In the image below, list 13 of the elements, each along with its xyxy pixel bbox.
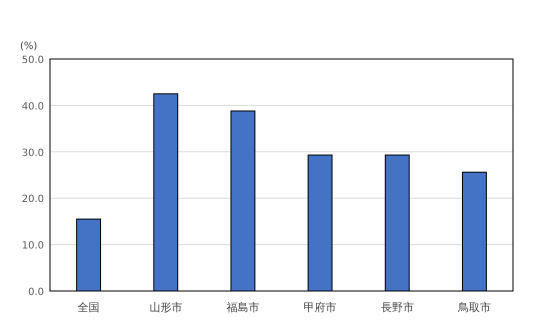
x-tick-label: 山形市 [149, 301, 182, 314]
x-tick-label: 全国 [78, 301, 100, 314]
y-axis-title: (%) [20, 41, 38, 52]
x-tick-label: 鳥取市 [456, 301, 491, 314]
y-tick-label: 50.0 [22, 55, 44, 66]
x-tick-label: 福島市 [226, 301, 260, 314]
y-tick-label: 0.0 [28, 287, 44, 298]
x-tick-label: 長野市 [380, 301, 414, 314]
y-tick-label: 30.0 [22, 148, 44, 159]
y-tick-label: 20.0 [22, 194, 44, 206]
y-tick-label: 40.0 [22, 101, 44, 112]
x-tick-label: 甲府市 [304, 301, 337, 314]
y-tick-label: 10.0 [22, 240, 44, 252]
